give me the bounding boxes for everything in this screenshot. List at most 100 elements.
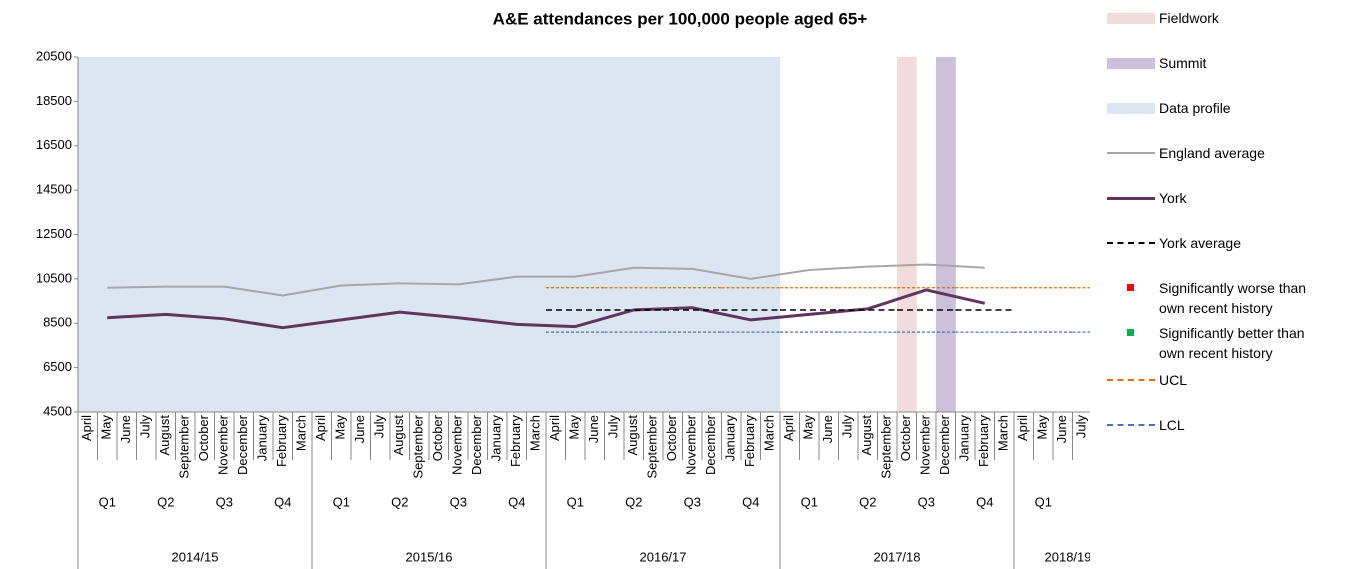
legend-label: Fieldwork: [1159, 10, 1219, 26]
legend-label: York: [1159, 190, 1187, 206]
x-tick-label: July: [138, 415, 153, 439]
x-tick-label: October: [664, 414, 679, 461]
quarter-label: Q3: [450, 494, 467, 509]
x-tick-label: July: [840, 415, 855, 439]
line: [107, 263, 985, 297]
bar: [565, 57, 586, 412]
bar: [351, 57, 371, 412]
x-tick-label: April: [781, 415, 796, 441]
x-tick-label: September: [411, 414, 426, 478]
y-tick-label: 16500: [36, 137, 72, 152]
x-tick-label: November: [216, 414, 231, 475]
x-tick-label: June: [352, 415, 367, 443]
bar: [897, 57, 917, 412]
bar: [136, 57, 157, 412]
x-tick-label: February: [274, 415, 289, 468]
x-tick-label: March: [294, 415, 309, 451]
legend-symbol: [1105, 8, 1155, 28]
y-tick-label: 10500: [36, 270, 72, 285]
quarter-label: Q3: [216, 494, 233, 509]
quarter-label: Q4: [742, 494, 759, 509]
quarter-label: Q4: [508, 494, 525, 509]
x-tick-label: June: [1054, 415, 1069, 443]
quarter-label: Q3: [918, 494, 935, 509]
x-tick-label: December: [703, 414, 718, 475]
year-label: 2015/16: [406, 549, 453, 564]
bar: [78, 57, 98, 412]
x-tick-label: February: [742, 415, 757, 468]
x-tick-label: December: [937, 414, 952, 475]
x-tick-label: May: [333, 415, 348, 440]
bar: [936, 57, 956, 412]
bar: [331, 57, 352, 412]
bar: [663, 57, 683, 412]
bar: [507, 57, 527, 412]
legend-label: LCL: [1159, 417, 1185, 433]
legend-item: York: [1105, 188, 1359, 208]
x-tick-label: September: [645, 414, 660, 478]
quarter-label: Q2: [625, 494, 642, 509]
x-tick-label: July: [1074, 415, 1089, 439]
year-label: 2018/19: [1045, 549, 1091, 564]
bar: [273, 57, 293, 412]
chart: A&E attendances per 100,000 people aged …: [36, 9, 1091, 569]
legend-symbol: [1105, 370, 1155, 390]
bar: [604, 57, 625, 412]
bar: [234, 57, 254, 412]
legend-label: UCL: [1159, 372, 1188, 388]
x-tick-label: June: [820, 415, 835, 443]
x-tick-label: August: [859, 415, 874, 456]
bar: [312, 57, 332, 412]
bar: [195, 57, 215, 412]
quarter-label: Q1: [567, 494, 584, 509]
bar: [370, 57, 391, 412]
y-tick-label: 20500: [36, 48, 72, 63]
x-tick-label: June: [586, 415, 601, 443]
bar: [175, 57, 196, 412]
x-tick-label: May: [99, 415, 114, 440]
quarter-label: Q4: [274, 494, 291, 509]
x-tick-label: December: [469, 414, 484, 475]
x-tick-label: November: [684, 414, 699, 475]
legend-item: Summit: [1105, 53, 1359, 73]
x-tick-label: April: [313, 415, 328, 441]
x-tick-label: November: [450, 414, 465, 475]
x-tick-label: January: [957, 415, 972, 462]
quarter-label: Q1: [333, 494, 350, 509]
x-tick-label: January: [255, 415, 270, 462]
bar: [448, 57, 469, 412]
x-tick-label: August: [391, 415, 406, 456]
year-label: 2016/17: [640, 549, 687, 564]
bar: [468, 57, 488, 412]
x-tick-label: June: [118, 415, 133, 443]
y-tick-label: 18500: [36, 93, 72, 108]
quarter-label: Q1: [1035, 494, 1052, 509]
legend-label: Significantly better than own recent his…: [1159, 325, 1305, 361]
y-tick-label: 4500: [43, 403, 72, 418]
x-tick-label: April: [547, 415, 562, 441]
quarter-label: Q2: [157, 494, 174, 509]
legend-label: England average: [1159, 145, 1265, 161]
legend-label: York average: [1159, 235, 1241, 251]
x-tick-label: August: [157, 415, 172, 456]
bar: [409, 57, 430, 412]
legend-item: England average: [1105, 143, 1359, 163]
x-tick-label: July: [372, 415, 387, 439]
x-tick-label: March: [528, 415, 543, 451]
bar: [721, 57, 742, 412]
legend-symbol: [1105, 233, 1155, 253]
x-tick-label: October: [430, 414, 445, 461]
bar: [487, 57, 508, 412]
y-tick-label: 8500: [43, 315, 72, 330]
x-tick-label: March: [762, 415, 777, 451]
line: [107, 288, 986, 330]
x-tick-label: April: [79, 415, 94, 441]
bar: [526, 57, 547, 412]
quarter-label: Q1: [801, 494, 818, 509]
legend-label: Data profile: [1159, 100, 1231, 116]
legend-item: Data profile: [1105, 98, 1359, 118]
legend-item: UCL: [1105, 370, 1359, 390]
bar: [429, 57, 449, 412]
legend-item: Significantly worse than own recent hist…: [1105, 278, 1324, 318]
